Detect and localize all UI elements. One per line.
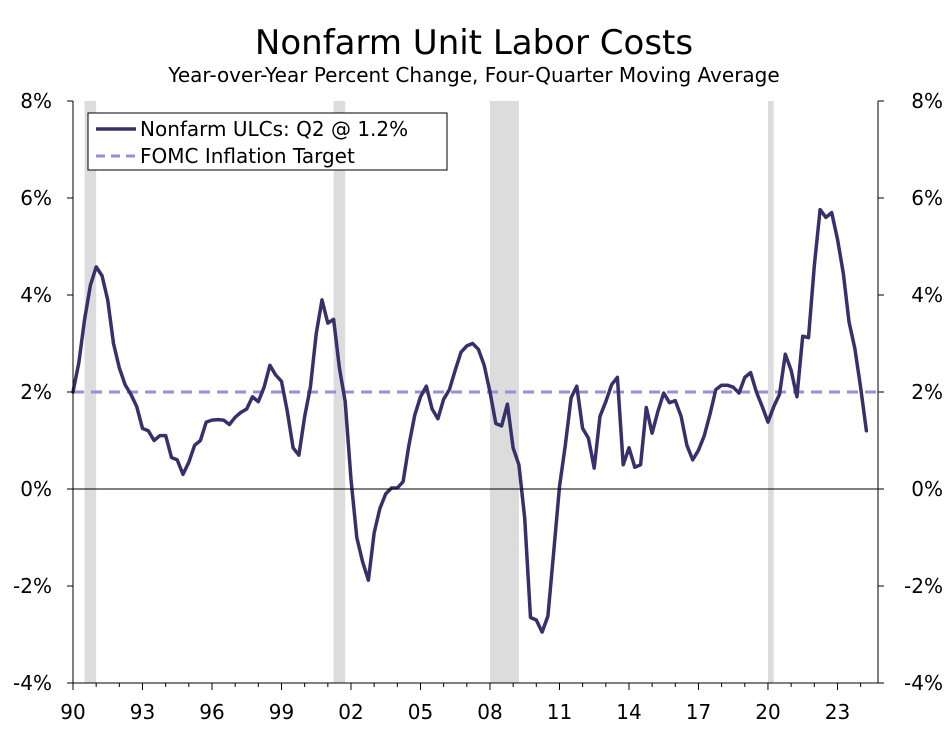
y-tick-label-left: 4%	[20, 283, 52, 307]
x-tick-label: 23	[825, 700, 850, 724]
x-tick-label: 08	[477, 700, 502, 724]
recession-band-3	[767, 101, 774, 683]
y-tick-label-left: 6%	[20, 186, 52, 210]
series-layer	[71, 207, 869, 634]
y-tick-label-right: 8%	[911, 89, 943, 113]
x-tick-label: 17	[686, 700, 711, 724]
x-tick-label: 96	[199, 700, 224, 724]
recession-band-0	[84, 101, 97, 683]
x-tick-label: 02	[338, 700, 363, 724]
legend-box	[87, 112, 448, 171]
y-tick-label-right: 0%	[911, 477, 943, 501]
legend-label-ulc: Nonfarm ULCs: Q2 @ 1.2%	[140, 117, 408, 141]
x-tick-label: 99	[269, 700, 294, 724]
legend: Nonfarm ULCs: Q2 @ 1.2% FOMC Inflation T…	[87, 112, 448, 171]
y-tick-label-right: 4%	[911, 283, 943, 307]
x-tick-label: 90	[60, 700, 85, 724]
x-tick-label: 93	[130, 700, 155, 724]
y-tick-label-left: -2%	[13, 574, 52, 598]
x-tick-label: 11	[547, 700, 572, 724]
chart-subtitle: Year-over-Year Percent Change, Four-Quar…	[167, 63, 779, 87]
y-tick-label-right: -4%	[904, 671, 943, 695]
y-tick-label-left: 8%	[20, 89, 52, 113]
legend-label-target: FOMC Inflation Target	[140, 144, 355, 168]
y-tick-label-left: 2%	[20, 380, 52, 404]
series-line-nonfarm-ulc	[71, 207, 869, 634]
x-tick-label: 05	[408, 700, 433, 724]
chart-title: Nonfarm Unit Labor Costs	[255, 23, 693, 63]
y-tick-label-right: 6%	[911, 186, 943, 210]
y-tick-label-left: 0%	[20, 477, 52, 501]
recession-band-1	[333, 101, 346, 683]
x-tick-label: 14	[616, 700, 641, 724]
y-tick-label-left: -4%	[13, 671, 52, 695]
y-tick-label-right: 2%	[911, 380, 943, 404]
x-tick-label: 20	[755, 700, 780, 724]
y-tick-label-right: -2%	[904, 574, 943, 598]
axes: -4% -4% -2% -2% 0% 0% 2% 2% 4% 4% 6% 6% 8% 8% 90 93 96 99…	[13, 89, 943, 724]
